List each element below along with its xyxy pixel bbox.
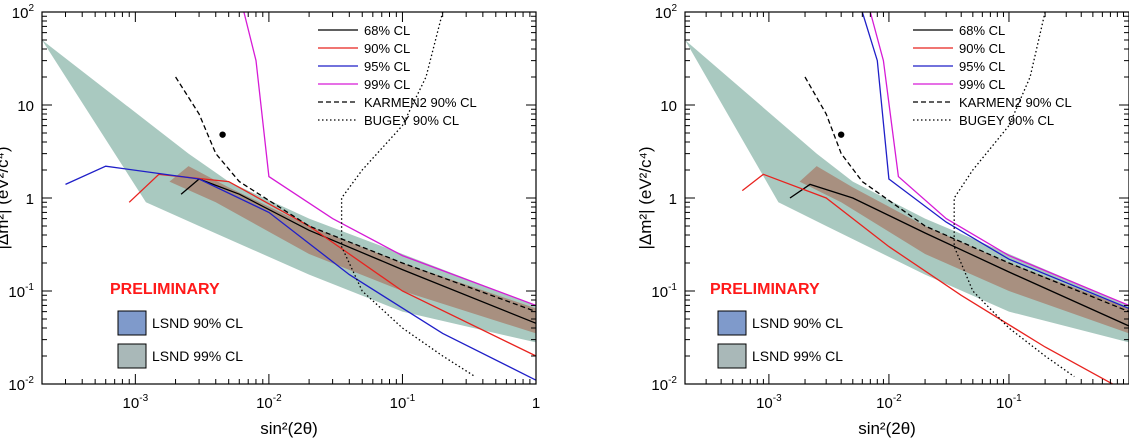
best-fit-point (837, 131, 845, 138)
y-tick-label: 1 (669, 191, 677, 208)
y-tick-label: 10 (17, 98, 34, 115)
legend-entry: KARMEN2 90% CL (364, 95, 477, 110)
x-tick-label: 10-2 (876, 393, 902, 412)
lsnd-legend-box (717, 310, 747, 336)
lsnd-legend-label: LSND 90% CL (152, 315, 243, 331)
series-90-cl (128, 173, 536, 357)
y-tick-label: 10-2 (8, 375, 34, 394)
x-tick-label: 10-3 (123, 393, 149, 412)
lsnd-legend-label: LSND 99% CL (152, 348, 243, 364)
series-95-cl (861, 12, 1129, 310)
x-tick-label: 10-2 (256, 393, 282, 412)
x-tick-label: 1 (532, 395, 540, 412)
lsnd-legend-box (117, 310, 147, 336)
preliminary-annotation: PRELIMINARY (710, 281, 820, 298)
legend-entry: BUGEY 90% CL (959, 113, 1054, 128)
y-tick-label: 10 (660, 98, 677, 115)
legend-entry: KARMEN2 90% CL (959, 95, 1072, 110)
y-axis-label: |Δm²| (eV²/c⁴) (0, 146, 12, 249)
y-tick-label: 102 (12, 3, 35, 22)
series-68-cl (789, 183, 1129, 327)
legend-entry: 68% CL (959, 23, 1005, 38)
plot-area (42, 12, 536, 381)
x-axis-label: sin²(2θ) (260, 419, 318, 438)
preliminary-annotation: PRELIMINARY (110, 281, 220, 298)
x-tick-label: 10-3 (756, 393, 782, 412)
best-fit-point (219, 131, 226, 138)
series-90-cl (741, 173, 1114, 384)
series-68-cl (180, 178, 536, 324)
y-tick-label: 102 (655, 3, 678, 22)
plot-frame (41, 11, 537, 385)
x-tick-label: 10-1 (390, 393, 416, 412)
lsnd-legend-label: LSND 99% CL (752, 348, 843, 364)
series-99-cl (243, 12, 536, 307)
series-bugey-90-cl (340, 12, 476, 378)
series-95-cl (65, 165, 536, 381)
lsnd-legend-label: LSND 90% CL (752, 315, 843, 331)
legend-entry: 95% CL (364, 59, 410, 74)
plot-area (685, 12, 1129, 384)
left-panel: 10-3 10-2 10-1 1 10-2 10-1 1 10 102 sin²(2θ) |Δm²|… (0, 3, 540, 438)
legend-entry: BUGEY 90% CL (364, 113, 459, 128)
legend-entry: 90% CL (959, 41, 1005, 56)
series-karmen2-90-cl (175, 76, 536, 313)
x-tick-label: 10-1 (996, 393, 1022, 412)
legend-entry: 68% CL (364, 23, 410, 38)
band-lsnd-90 (799, 166, 1129, 334)
legend-entry: 95% CL (959, 59, 1005, 74)
y-tick-label: 10-1 (651, 282, 677, 301)
series-karmen2-90-cl (804, 76, 1129, 313)
lsnd-legend-box (717, 343, 747, 369)
y-tick-label: 10-2 (651, 375, 677, 394)
series-bugey-90-cl (953, 12, 1075, 378)
series-99-cl (869, 12, 1129, 307)
y-tick-label: 1 (26, 191, 34, 208)
y-axis-label: |Δm²| (eV²/c⁴) (636, 146, 655, 249)
legend-entry: 99% CL (959, 77, 1005, 92)
right-panel: 10-3 10-2 10-1 10-2 10-1 1 10 102 sin²(2θ) |Δm²| … (636, 3, 1129, 438)
legend-entry: 90% CL (364, 41, 410, 56)
y-tick-label: 10-1 (8, 282, 34, 301)
lsnd-legend-box (117, 343, 147, 369)
legend-entry: 99% CL (364, 77, 410, 92)
x-axis-label: sin²(2θ) (858, 419, 916, 438)
